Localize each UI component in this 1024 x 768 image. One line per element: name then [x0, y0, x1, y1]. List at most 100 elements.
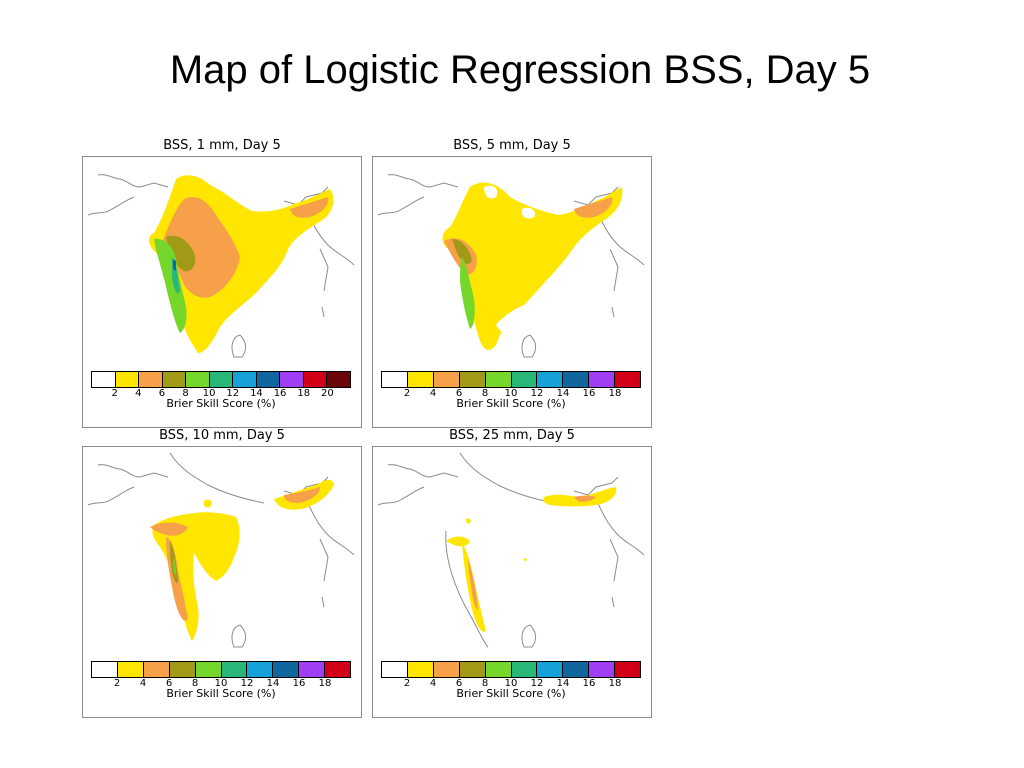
- colorbar-tick: 2: [403, 388, 411, 399]
- colorbar-tick: 6: [158, 388, 166, 399]
- colorbar-tick: 18: [608, 678, 622, 689]
- map-panel-1mm: BSS, 1 mm, Day 5 2 4 6 8 10 12: [82, 138, 362, 428]
- colorbar-swatch: [563, 662, 590, 677]
- colorbar-tick: 8: [182, 388, 189, 399]
- colorbar-swatches: [381, 661, 641, 678]
- map-frame: 2 4 6 8 10 12 14 16 18 Brier Skill Score…: [82, 446, 362, 718]
- colorbar-swatch: [186, 372, 210, 387]
- map-panel-5mm: BSS, 5 mm, Day 5 2 4 6 8 10: [372, 138, 652, 428]
- colorbar-swatch: [407, 372, 434, 387]
- colorbar-tick: 20: [320, 388, 334, 399]
- colorbar-tick: 16: [582, 388, 596, 399]
- colorbar-swatch: [209, 372, 234, 387]
- colorbar-tick: 18: [297, 388, 311, 399]
- map-panel-10mm: BSS, 10 mm, Day 5 2 4 6 8 10: [82, 428, 362, 718]
- colorbar-swatch: [162, 372, 187, 387]
- colorbar-swatch: [485, 662, 512, 677]
- colorbar-swatch: [563, 372, 590, 387]
- colorbar-ticks: 2 4 6 8 10 12 14 16 18 20: [91, 388, 351, 400]
- colorbar-label: Brier Skill Score (%): [166, 687, 276, 700]
- colorbar-swatch: [299, 662, 326, 677]
- colorbar-swatches: [381, 371, 641, 388]
- colorbar-swatch: [511, 662, 538, 677]
- colorbar: 2 4 6 8 10 12 14 16 18 20 Brier Skill Sc…: [91, 371, 351, 419]
- bss-map-10mm: [87, 452, 355, 648]
- colorbar-tick: 14: [266, 678, 280, 689]
- colorbar-swatch: [407, 662, 434, 677]
- colorbar-tick: 4: [139, 678, 147, 689]
- colorbar-tick: 4: [429, 388, 437, 399]
- colorbar-swatch: [537, 372, 564, 387]
- colorbar-swatch: [256, 372, 281, 387]
- colorbar-label: Brier Skill Score (%): [456, 397, 566, 410]
- colorbar-swatch: [169, 662, 196, 677]
- colorbar-tick: 18: [608, 388, 622, 399]
- colorbar-swatch: [433, 662, 460, 677]
- colorbar-swatch: [615, 372, 641, 387]
- bss-map-1mm: [87, 174, 355, 358]
- colorbar-swatch: [485, 372, 512, 387]
- colorbar-tick: 4: [135, 388, 142, 399]
- colorbar-tick: 2: [403, 678, 411, 689]
- colorbar-tick: 10: [504, 388, 518, 399]
- panel-title: BSS, 10 mm, Day 5: [159, 428, 285, 443]
- colorbar-label: Brier Skill Score (%): [456, 687, 566, 700]
- colorbar: 2 4 6 8 10 12 14 16 18 Brier Skill Score…: [381, 371, 641, 419]
- colorbar-swatch: [511, 372, 538, 387]
- colorbar-swatch: [280, 372, 304, 387]
- colorbar-swatch: [247, 662, 274, 677]
- colorbar-tick: 18: [318, 678, 332, 689]
- colorbar-tick: 2: [111, 388, 118, 399]
- colorbar-tick: 6: [455, 388, 463, 399]
- colorbar-tick: 10: [214, 678, 228, 689]
- slide-title: Map of Logistic Regression BSS, Day 5: [169, 48, 871, 92]
- colorbar-swatch: [589, 372, 616, 387]
- colorbar-tick: 16: [582, 678, 596, 689]
- map-frame: 2 4 6 8 10 12 14 16 18 20 Brier Skill Sc…: [82, 156, 362, 428]
- colorbar-swatch: [537, 662, 564, 677]
- colorbar-swatch: [117, 662, 144, 677]
- colorbar: 2 4 6 8 10 12 14 16 18 Brier Skill Score…: [91, 661, 351, 709]
- map-frame: 2 4 6 8 10 12 14 16 18 Brier Skill Score…: [372, 446, 652, 718]
- colorbar-swatch: [233, 372, 257, 387]
- colorbar-swatches: [91, 371, 351, 388]
- colorbar-tick: 2: [113, 678, 121, 689]
- colorbar-swatch: [139, 372, 163, 387]
- colorbar: 2 4 6 8 10 12 14 16 18 Brier Skill Score…: [381, 661, 641, 709]
- colorbar-swatches: [91, 661, 351, 678]
- colorbar-tick: 14: [556, 388, 570, 399]
- colorbar-swatch: [221, 662, 248, 677]
- colorbar-tick: 12: [226, 388, 240, 399]
- colorbar-tick: 12: [530, 678, 544, 689]
- colorbar-tick: 16: [292, 678, 306, 689]
- colorbar-tick: 4: [429, 678, 437, 689]
- colorbar-label: Brier Skill Score (%): [166, 397, 276, 410]
- colorbar-swatch: [459, 662, 486, 677]
- colorbar-tick: 8: [191, 678, 199, 689]
- colorbar-swatch: [615, 662, 641, 677]
- colorbar-tick: 6: [455, 678, 463, 689]
- colorbar-swatch: [382, 662, 408, 677]
- colorbar-tick: 6: [165, 678, 173, 689]
- colorbar-swatch: [382, 372, 408, 387]
- map-panel-25mm: BSS, 25 mm, Day 5 2 4 6 8 10: [372, 428, 652, 718]
- colorbar-ticks: 2 4 6 8 10 12 14 16 18: [381, 678, 641, 690]
- colorbar-swatch: [92, 662, 118, 677]
- panel-title: BSS, 5 mm, Day 5: [453, 138, 571, 153]
- colorbar-tick: 10: [202, 388, 216, 399]
- colorbar-tick: 16: [273, 388, 287, 399]
- colorbar-swatch: [195, 662, 222, 677]
- panel-title: BSS, 1 mm, Day 5: [163, 138, 281, 153]
- bss-map-5mm: [377, 174, 645, 358]
- colorbar-swatch: [273, 662, 300, 677]
- colorbar-tick: 12: [530, 388, 544, 399]
- colorbar-swatch: [143, 662, 170, 677]
- colorbar-ticks: 2 4 6 8 10 12 14 16 18: [381, 388, 641, 400]
- colorbar-swatch: [92, 372, 116, 387]
- colorbar-ticks: 2 4 6 8 10 12 14 16 18: [91, 678, 351, 690]
- colorbar-tick: 14: [250, 388, 263, 399]
- colorbar-tick: 12: [240, 678, 254, 689]
- colorbar-swatch: [115, 372, 140, 387]
- map-frame: 2 4 6 8 10 12 14 16 18 Brier Skill Score…: [372, 156, 652, 428]
- colorbar-swatch: [589, 662, 616, 677]
